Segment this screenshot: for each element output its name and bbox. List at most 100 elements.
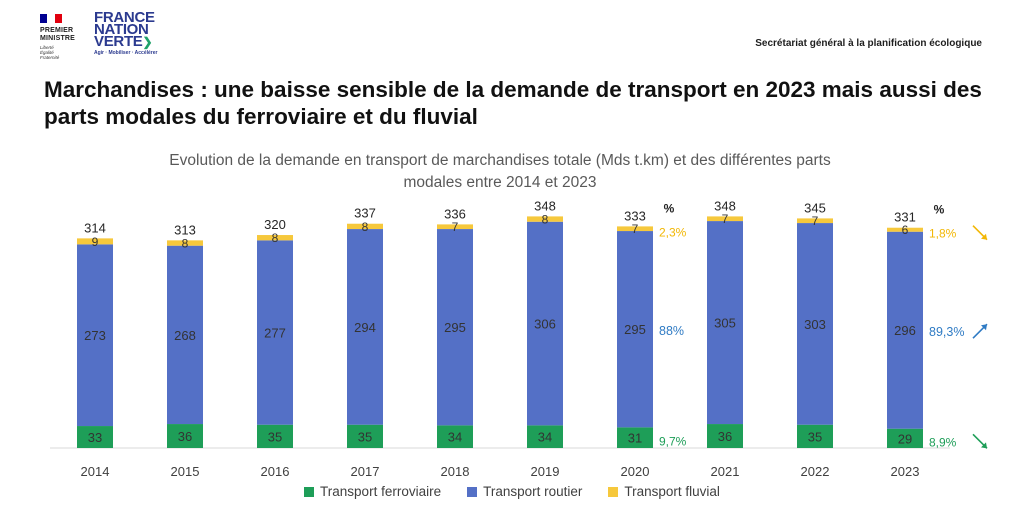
bar-ferroviaire-2017: [347, 424, 383, 448]
share-ferroviaire-2020: 9,7%: [659, 435, 687, 449]
x-tick-label-2018: 2018: [441, 464, 470, 479]
fnv-tagline: Agir · Mobiliser · Accélérer: [94, 50, 158, 56]
bar-ferroviaire-2021: [707, 424, 743, 448]
total-label-2021: 348: [714, 198, 736, 213]
bar-fluvial-2016: [257, 235, 293, 241]
data-label-ferroviaire-2017: 35: [358, 429, 372, 444]
data-label-fluvial-2016: 8: [272, 231, 279, 245]
bar-ferroviaire-2014: [77, 426, 113, 448]
bar-routier-2016: [257, 240, 293, 425]
total-label-2018: 336: [444, 206, 466, 221]
share-ferroviaire-2023: 8,9%: [929, 435, 957, 449]
trend-arrow-down-icon: [981, 442, 987, 449]
data-label-fluvial-2014: 9: [92, 235, 99, 249]
bar-routier-2019: [527, 221, 563, 426]
data-label-ferroviaire-2015: 36: [178, 429, 192, 444]
chart-title: Evolution de la demande en transport de …: [169, 152, 831, 191]
bar-fluvial-2021: [707, 216, 743, 222]
data-label-routier-2018: 295: [444, 320, 466, 335]
bar-ferroviaire-2019: [527, 425, 563, 448]
total-label-2023: 331: [894, 210, 916, 225]
x-tick-label-2014: 2014: [81, 464, 110, 479]
bar-fluvial-2017: [347, 223, 383, 230]
legend-swatch-ferroviaire: [304, 486, 315, 497]
data-label-ferroviaire-2020: 31: [628, 431, 642, 446]
bar-ferroviaire-2023: [887, 428, 923, 448]
french-flag-icon: [40, 14, 62, 23]
total-label-2016: 320: [264, 217, 286, 232]
rf-motto-1: Liberté: [40, 45, 54, 50]
data-label-routier-2023: 296: [894, 323, 916, 338]
rf-line-2: MINISTRE: [40, 35, 76, 42]
data-label-fluvial-2019: 8: [542, 213, 549, 227]
chevron-right-icon: ❯: [142, 35, 153, 49]
bar-ferroviaire-2015: [167, 424, 203, 448]
x-tick-label-2016: 2016: [261, 464, 290, 479]
legend-swatch-routier: [467, 486, 478, 497]
data-label-fluvial-2015: 8: [182, 237, 189, 251]
total-label-2015: 313: [174, 222, 196, 237]
trend-arrow-down-icon: [981, 233, 987, 240]
rf-motto-3: Fraternité: [40, 55, 60, 60]
bar-fluvial-2019: [527, 216, 563, 222]
data-label-fluvial-2020: 7: [632, 222, 639, 236]
bar-ferroviaire-2022: [797, 424, 833, 448]
legend-item-fluvial: Transport fluvial: [608, 484, 720, 499]
data-label-fluvial-2022: 7: [812, 214, 819, 228]
legend-item-ferroviaire: Transport ferroviaire: [304, 484, 441, 499]
bar-routier-2023: [887, 231, 923, 429]
bar-routier-2018: [437, 229, 473, 426]
data-label-ferroviaire-2019: 34: [538, 430, 552, 445]
data-label-fluvial-2021: 7: [722, 212, 729, 226]
bar-fluvial-2022: [797, 218, 833, 224]
total-label-2022: 345: [804, 200, 826, 215]
data-label-routier-2014: 273: [84, 328, 106, 343]
fnv-line-1: FRANCE: [94, 9, 155, 26]
legend-label-routier: Transport routier: [483, 484, 583, 499]
data-label-fluvial-2018: 7: [452, 220, 459, 234]
x-tick-label-2017: 2017: [351, 464, 380, 479]
share-routier-2020: 88%: [659, 324, 684, 338]
rf-motto-2: Égalité: [40, 50, 54, 55]
bar-routier-2017: [347, 229, 383, 425]
data-label-ferroviaire-2021: 36: [718, 429, 732, 444]
bar-routier-2020: [617, 231, 653, 428]
x-tick-label-2021: 2021: [711, 464, 740, 479]
data-label-routier-2021: 305: [714, 316, 736, 331]
bar-routier-2021: [707, 221, 743, 425]
total-label-2017: 337: [354, 206, 376, 221]
slide-title: Marchandises : une baisse sensible de la…: [44, 77, 982, 129]
share-header-2023: %: [934, 203, 945, 217]
share-fluvial-2020: 2,3%: [659, 226, 687, 240]
bar-ferroviaire-2020: [617, 427, 653, 448]
x-tick-label-2023: 2023: [891, 464, 920, 479]
bar-fluvial-2014: [77, 238, 113, 245]
data-label-routier-2017: 294: [354, 320, 376, 335]
share-fluvial-2023: 1,8%: [929, 227, 957, 241]
chart-legend: Transport ferroviaire Transport routier …: [0, 484, 1024, 499]
legend-swatch-fluvial: [608, 486, 619, 497]
x-tick-label-2020: 2020: [621, 464, 650, 479]
x-tick-label-2019: 2019: [531, 464, 560, 479]
legend-item-routier: Transport routier: [467, 484, 582, 499]
share-header-2020: %: [664, 201, 675, 215]
data-label-ferroviaire-2022: 35: [808, 429, 822, 444]
data-label-routier-2020: 295: [624, 322, 646, 337]
bar-fluvial-2020: [617, 226, 653, 232]
bar-fluvial-2015: [167, 240, 203, 246]
total-label-2019: 348: [534, 198, 556, 213]
bar-ferroviaire-2018: [437, 425, 473, 448]
rf-line-1: PREMIER: [40, 27, 74, 34]
total-label-2020: 333: [624, 208, 646, 223]
organization-name: Secrétariat général à la planification é…: [755, 38, 982, 49]
legend-label-ferroviaire: Transport ferroviaire: [320, 484, 442, 499]
legend-label-fluvial: Transport fluvial: [624, 484, 720, 499]
data-label-routier-2019: 306: [534, 317, 556, 332]
data-label-routier-2016: 277: [264, 326, 286, 341]
fnv-line-3: VERTE: [94, 33, 143, 50]
bar-routier-2015: [167, 245, 203, 425]
data-label-routier-2022: 303: [804, 317, 826, 332]
data-label-ferroviaire-2018: 34: [448, 430, 462, 445]
bar-fluvial-2018: [437, 224, 473, 230]
